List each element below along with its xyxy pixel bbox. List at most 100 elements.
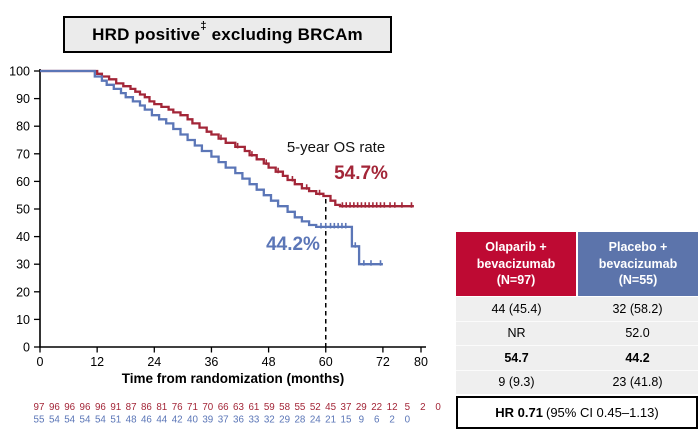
placebo-column-header: Placebo + bevacizumab (N=55) xyxy=(578,232,698,296)
y-tick-label: 80 xyxy=(16,120,30,134)
table-cell: 32 (58.2) xyxy=(612,301,663,316)
at-risk-count-placebo: 54 xyxy=(64,415,75,426)
at-risk-count-placebo: 55 xyxy=(34,415,45,426)
olaparib-column-header: Olaparib + bevacizumab (N=97) xyxy=(456,232,576,296)
at-risk-count-placebo: 42 xyxy=(172,415,183,426)
y-tick-label: 10 xyxy=(16,313,30,327)
olaparib-os-rate-value: 54.7% xyxy=(334,163,388,184)
at-risk-count-placebo: 33 xyxy=(248,415,259,426)
at-risk-count-placebo: 2 xyxy=(389,415,394,426)
x-tick-label: 72 xyxy=(376,355,390,369)
dagger-superscript: ‡ xyxy=(200,19,207,32)
at-risk-count-olaparib: 66 xyxy=(218,402,229,413)
placebo-os-rate-value: 44.2% xyxy=(266,234,320,255)
x-tick-label: 80 xyxy=(414,355,428,369)
results-table-header: Olaparib + bevacizumab (N=97) Placebo + … xyxy=(456,232,698,296)
results-table-body: 44 (45.4) 32 (58.2) NR 52.0 54.7 44.2 9 … xyxy=(456,297,698,394)
five-year-os-label: 5-year OS rate xyxy=(286,139,386,156)
x-tick-label: 12 xyxy=(90,355,104,369)
at-risk-count-olaparib: 2 xyxy=(420,402,425,413)
km-curve-olaparib xyxy=(40,69,414,208)
table-cell: 44.2 xyxy=(625,350,650,365)
at-risk-count-olaparib: 86 xyxy=(141,402,152,413)
at-risk-count-olaparib: 87 xyxy=(126,402,137,413)
at-risk-count-placebo: 15 xyxy=(341,415,352,426)
at-risk-count-placebo: 0 xyxy=(405,415,411,426)
at-risk-count-olaparib: 58 xyxy=(279,402,290,413)
y-tick-label: 60 xyxy=(16,175,30,189)
at-risk-count-olaparib: 97 xyxy=(34,402,45,413)
at-risk-count-placebo: 6 xyxy=(374,415,380,426)
table-cell: 52.0 xyxy=(625,326,650,341)
at-risk-count-placebo: 9 xyxy=(359,415,364,426)
at-risk-count-olaparib: 55 xyxy=(294,402,305,413)
at-risk-count-olaparib: 96 xyxy=(80,402,91,413)
at-risk-count-olaparib: 63 xyxy=(233,402,244,413)
table-cell: NR xyxy=(507,326,526,341)
y-tick-label: 50 xyxy=(16,203,30,217)
at-risk-count-olaparib: 91 xyxy=(110,402,121,413)
at-risk-count-olaparib: 71 xyxy=(187,402,198,413)
at-risk-count-placebo: 39 xyxy=(202,415,213,426)
table-cell: 23 (41.8) xyxy=(612,375,663,390)
at-risk-count-olaparib: 59 xyxy=(264,402,275,413)
x-axis-title: Time from randomization (months) xyxy=(121,371,345,386)
at-risk-count-olaparib: 81 xyxy=(156,402,167,413)
table-row: 9 (9.3) 23 (41.8) xyxy=(456,369,698,395)
at-risk-count-placebo: 29 xyxy=(279,415,290,426)
at-risk-count-olaparib: 76 xyxy=(172,402,183,413)
y-tick-label: 30 xyxy=(16,258,30,272)
at-risk-count-placebo: 54 xyxy=(80,415,91,426)
at-risk-count-olaparib: 5 xyxy=(405,402,411,413)
y-tick-label: 90 xyxy=(16,92,30,106)
at-risk-count-olaparib: 70 xyxy=(202,402,213,413)
table-cell: 54.7 xyxy=(504,350,529,365)
x-tick-label: 60 xyxy=(319,355,333,369)
y-tick-label: 100 xyxy=(9,65,30,79)
at-risk-count-olaparib: 96 xyxy=(49,402,60,413)
at-risk-count-placebo: 54 xyxy=(95,415,106,426)
at-risk-count-placebo: 46 xyxy=(141,415,152,426)
at-risk-count-placebo: 51 xyxy=(110,415,121,426)
figure-title: HRD positive‡ excluding BRCAm xyxy=(92,19,363,44)
at-risk-count-olaparib: 12 xyxy=(387,402,398,413)
at-risk-count-olaparib: 61 xyxy=(248,402,259,413)
at-risk-count-placebo: 32 xyxy=(264,415,275,426)
at-risk-count-olaparib: 96 xyxy=(95,402,106,413)
table-cell: 44 (45.4) xyxy=(491,301,542,316)
x-tick-label: 48 xyxy=(262,355,276,369)
table-cell: 9 (9.3) xyxy=(498,375,535,390)
at-risk-count-placebo: 48 xyxy=(126,415,137,426)
at-risk-count-olaparib: 96 xyxy=(64,402,75,413)
at-risk-count-placebo: 37 xyxy=(218,415,229,426)
table-row-5yr-os: 54.7 44.2 xyxy=(456,345,698,370)
at-risk-count-placebo: 28 xyxy=(294,415,305,426)
at-risk-count-placebo: 21 xyxy=(325,415,336,426)
results-table: Olaparib + bevacizumab (N=97) Placebo + … xyxy=(456,232,698,394)
hazard-ratio-box: HR 0.71 (95% CI 0.45–1.13) xyxy=(456,396,698,429)
at-risk-count-placebo: 54 xyxy=(49,415,60,426)
table-row: 44 (45.4) 32 (58.2) xyxy=(456,297,698,321)
at-risk-count-olaparib: 0 xyxy=(435,402,441,413)
at-risk-count-olaparib: 52 xyxy=(310,402,321,413)
x-tick-label: 24 xyxy=(147,355,161,369)
y-tick-label: 0 xyxy=(23,341,30,355)
at-risk-count-olaparib: 29 xyxy=(356,402,367,413)
at-risk-count-placebo: 36 xyxy=(233,415,244,426)
x-tick-label: 36 xyxy=(204,355,218,369)
y-tick-label: 70 xyxy=(16,147,30,161)
at-risk-count-placebo: 40 xyxy=(187,415,198,426)
table-row: NR 52.0 xyxy=(456,320,698,346)
at-risk-count-olaparib: 22 xyxy=(371,402,382,413)
figure-title-box: HRD positive‡ excluding BRCAm xyxy=(63,16,392,53)
hr-value: HR 0.71 xyxy=(495,405,543,420)
at-risk-count-olaparib: 37 xyxy=(341,402,352,413)
x-tick-label: 0 xyxy=(37,355,44,369)
km-curve-placebo xyxy=(40,69,383,266)
at-risk-count-olaparib: 45 xyxy=(325,402,336,413)
at-risk-count-placebo: 44 xyxy=(156,415,167,426)
hr-ci: (95% CI 0.45–1.13) xyxy=(545,405,659,420)
y-tick-label: 20 xyxy=(16,285,30,299)
